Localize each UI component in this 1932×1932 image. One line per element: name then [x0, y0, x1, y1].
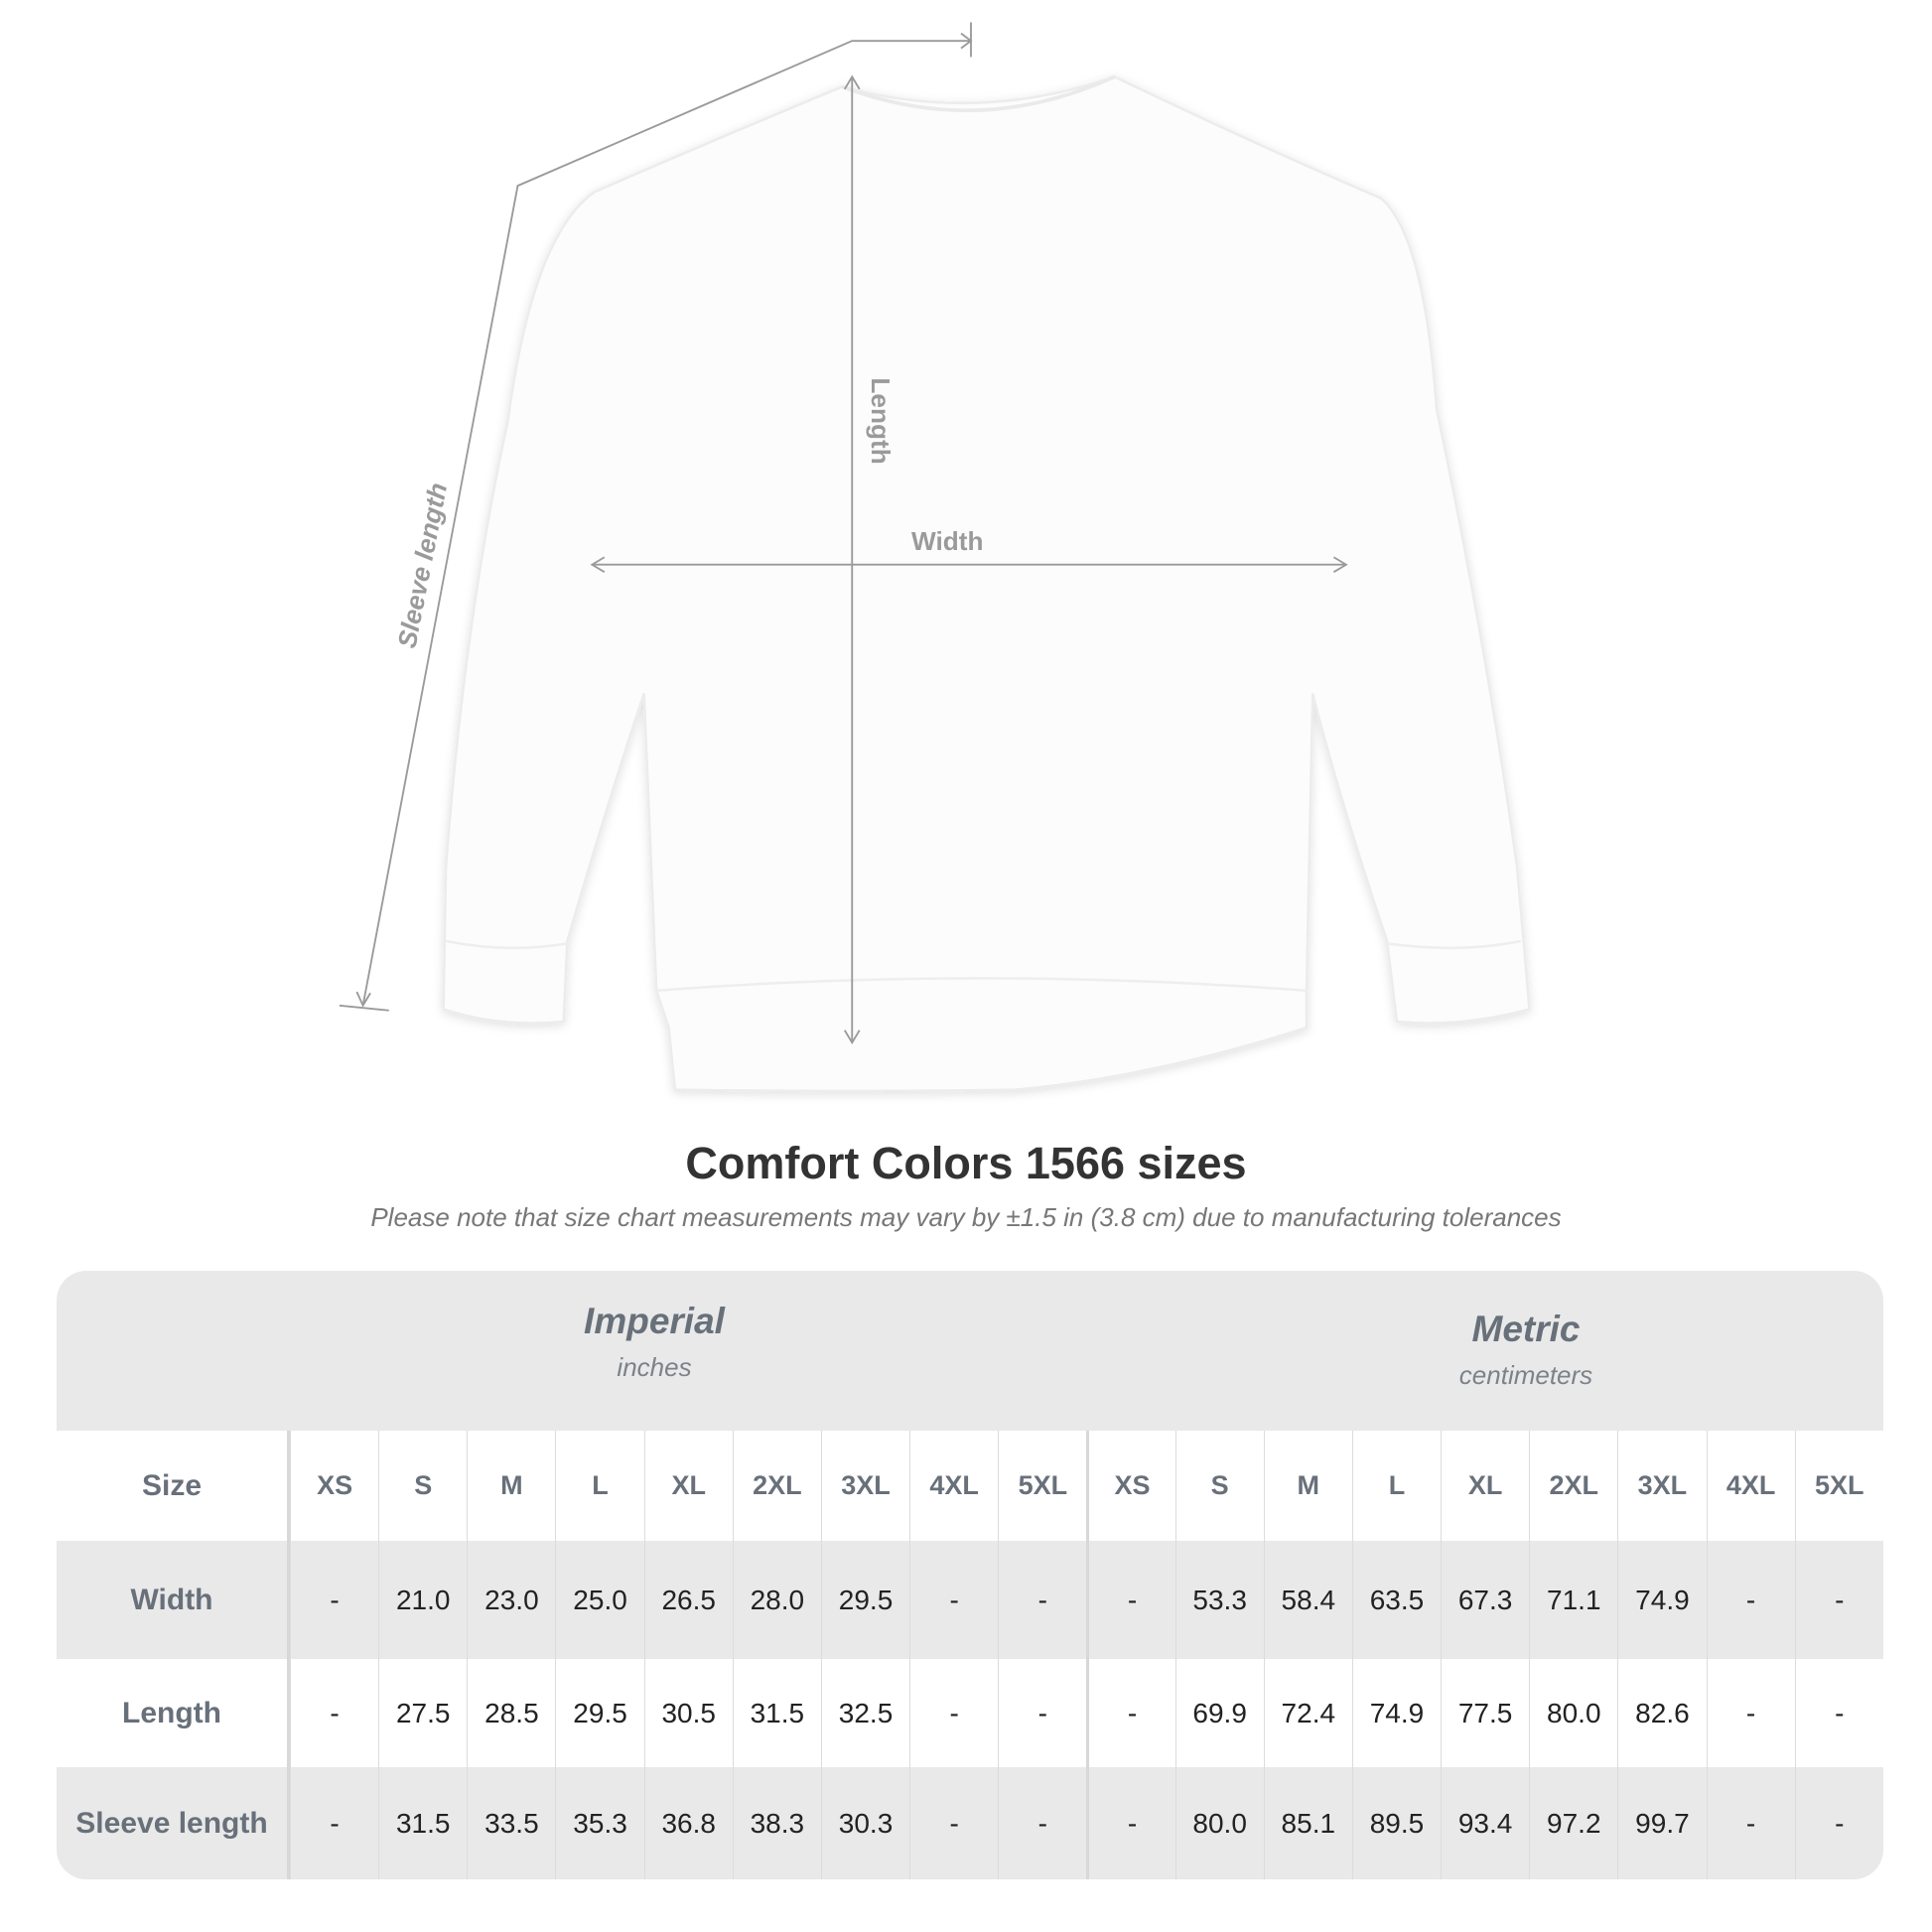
page-title: Comfort Colors 1566 sizes [685, 1138, 1247, 1188]
metric-size-xl: XL [1441, 1431, 1529, 1541]
imperial-value: 33.5 [467, 1767, 555, 1879]
imperial-size-2xl: 2XL [732, 1431, 821, 1541]
metric-size-5xl: 5XL [1794, 1431, 1883, 1541]
metric-value: 89.5 [1351, 1767, 1441, 1879]
unit-header-band: Imperial inches Metric centimeters [57, 1271, 1883, 1431]
imperial-value: - [998, 1659, 1086, 1767]
metric-value: 97.2 [1529, 1767, 1617, 1879]
measurement-lines [339, 22, 1348, 1044]
metric-size-4xl: 4XL [1706, 1431, 1795, 1541]
imperial-value: 21.0 [378, 1541, 467, 1659]
imperial-value: 28.0 [732, 1541, 821, 1659]
imperial-value: - [998, 1767, 1086, 1879]
imperial-value: 29.5 [555, 1659, 643, 1767]
metric-value: - [1706, 1767, 1795, 1879]
metric-value: - [1794, 1659, 1883, 1767]
metric-value: - [1086, 1541, 1174, 1659]
metric-value: - [1706, 1541, 1795, 1659]
imperial-value: 38.3 [732, 1767, 821, 1879]
metric-value: - [1794, 1767, 1883, 1879]
imperial-unit: inches [617, 1352, 692, 1382]
metric-header: Metric centimeters [1228, 1309, 1824, 1391]
metric-value: 74.9 [1351, 1659, 1441, 1767]
metric-value: 71.1 [1529, 1541, 1617, 1659]
metric-value: 85.1 [1263, 1767, 1352, 1879]
imperial-value: - [909, 1541, 998, 1659]
imperial-size-3xl: 3XL [820, 1431, 909, 1541]
imperial-value: 36.8 [643, 1767, 733, 1879]
sleeve-length-line [361, 40, 971, 1006]
metric-value: 67.3 [1441, 1541, 1529, 1659]
imperial-size-xs: XS [290, 1431, 378, 1541]
imperial-value: - [290, 1659, 378, 1767]
imperial-size-s: S [378, 1431, 467, 1541]
imperial-heading: Imperial [584, 1301, 725, 1341]
metric-size-m: M [1263, 1431, 1352, 1541]
metric-value: - [1086, 1767, 1174, 1879]
size-column-header: Size [57, 1431, 290, 1541]
width-label: Width [911, 526, 983, 556]
metric-value: 80.0 [1174, 1767, 1264, 1879]
imperial-value: 29.5 [820, 1541, 909, 1659]
metric-value: 77.5 [1441, 1659, 1529, 1767]
metric-value: 53.3 [1174, 1541, 1264, 1659]
metric-value: 63.5 [1351, 1541, 1441, 1659]
metric-size-xs: XS [1086, 1431, 1174, 1541]
imperial-value: - [998, 1541, 1086, 1659]
metric-value: 82.6 [1617, 1659, 1706, 1767]
metric-value: - [1794, 1541, 1883, 1659]
imperial-value: 32.5 [820, 1659, 909, 1767]
imperial-value: - [290, 1541, 378, 1659]
sweatshirt-image [442, 74, 1531, 1093]
imperial-size-5xl: 5XL [998, 1431, 1086, 1541]
imperial-value: 23.0 [467, 1541, 555, 1659]
tolerance-note: Please note that size chart measurements… [370, 1202, 1562, 1232]
metric-size-l: L [1351, 1431, 1441, 1541]
size-header-row: Size XS S M L XL 2XL 3XL 4XL 5XL XS S M L XL 2XL 3XL 4XL 5… [57, 1431, 1883, 1541]
imperial-value: 31.5 [732, 1659, 821, 1767]
imperial-size-xl: XL [643, 1431, 733, 1541]
row-label: Sleeve length [57, 1767, 290, 1879]
imperial-value: 28.5 [467, 1659, 555, 1767]
metric-heading: Metric [1471, 1309, 1581, 1349]
metric-value: - [1086, 1659, 1174, 1767]
imperial-value: - [909, 1767, 998, 1879]
imperial-size-4xl: 4XL [909, 1431, 998, 1541]
imperial-value: - [290, 1767, 378, 1879]
metric-value: 58.4 [1263, 1541, 1352, 1659]
metric-size-s: S [1174, 1431, 1264, 1541]
length-label: Length [866, 377, 896, 464]
row-label: Length [57, 1659, 290, 1767]
sweatshirt-diagram: Sleeve length Length Width [339, 22, 1531, 1093]
imperial-value: - [909, 1659, 998, 1767]
imperial-size-l: L [555, 1431, 643, 1541]
metric-value: 72.4 [1263, 1659, 1352, 1767]
metric-value: - [1706, 1659, 1795, 1767]
imperial-header: Imperial inches [356, 1301, 952, 1383]
row-label: Width [57, 1541, 290, 1659]
metric-value: 99.7 [1617, 1767, 1706, 1879]
metric-size-3xl: 3XL [1617, 1431, 1706, 1541]
imperial-value: 31.5 [378, 1767, 467, 1879]
imperial-value: 26.5 [643, 1541, 733, 1659]
table-row: Sleeve length -31.5 33.5 35.3 36.8 38.3 30.3- -… [57, 1767, 1883, 1879]
metric-value: 69.9 [1174, 1659, 1264, 1767]
metric-value: 74.9 [1617, 1541, 1706, 1659]
metric-unit: centimeters [1458, 1360, 1593, 1390]
metric-value: 80.0 [1529, 1659, 1617, 1767]
table-row: Length -27.5 28.5 29.5 30.5 31.5 32.5- - -69.9 72… [57, 1659, 1883, 1767]
imperial-value: 30.5 [643, 1659, 733, 1767]
sleeve-length-label: Sleeve length [392, 481, 454, 650]
imperial-value: 27.5 [378, 1659, 467, 1767]
imperial-value: 35.3 [555, 1767, 643, 1879]
metric-size-2xl: 2XL [1529, 1431, 1617, 1541]
table-row: Width -21.0 23.0 25.0 26.5 28.0 29.5- - -53.3 58.… [57, 1541, 1883, 1659]
imperial-value: 30.3 [820, 1767, 909, 1879]
imperial-size-m: M [467, 1431, 555, 1541]
size-table: Imperial inches Metric centimeters Size X… [57, 1271, 1883, 1879]
metric-value: 93.4 [1441, 1767, 1529, 1879]
imperial-value: 25.0 [555, 1541, 643, 1659]
